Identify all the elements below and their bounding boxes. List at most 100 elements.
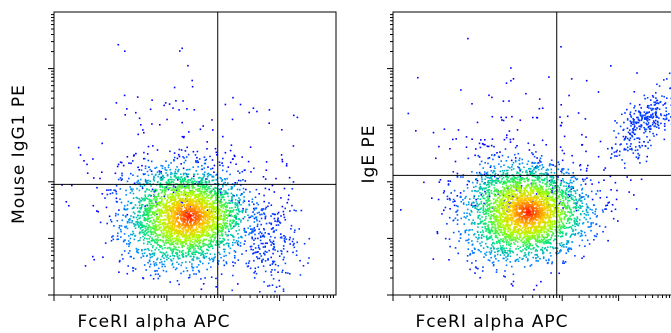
event-dot	[136, 222, 139, 225]
event-dot	[262, 235, 265, 237]
event-dot	[142, 204, 144, 206]
event-dot	[583, 198, 586, 200]
event-dot	[623, 148, 625, 151]
event-dot	[166, 202, 168, 204]
event-dot	[268, 284, 271, 287]
event-dot	[473, 194, 476, 197]
event-dot	[178, 155, 181, 158]
event-dot	[205, 186, 208, 188]
event-dot	[239, 210, 241, 213]
event-dot	[222, 193, 224, 196]
event-dot	[546, 195, 549, 197]
event-dot	[190, 215, 193, 217]
event-dot	[146, 232, 148, 234]
event-dot	[219, 253, 221, 255]
event-dot	[189, 199, 191, 201]
event-dot	[562, 167, 564, 170]
event-dot	[283, 240, 286, 242]
event-dot	[195, 224, 198, 226]
event-dot	[205, 228, 208, 230]
event-dot	[272, 261, 275, 264]
event-dot	[213, 234, 216, 236]
event-dot	[146, 170, 149, 173]
event-dot	[294, 229, 296, 231]
event-dot	[219, 200, 221, 202]
event-dot	[631, 134, 633, 137]
event-dot	[217, 188, 220, 191]
event-dot	[569, 236, 572, 238]
event-dot	[182, 100, 184, 102]
event-dot	[192, 255, 195, 258]
event-dot	[212, 203, 214, 206]
event-dot	[218, 260, 220, 262]
event-dot	[188, 246, 190, 249]
event-dot	[192, 182, 195, 184]
event-dot	[204, 244, 207, 246]
event-dot	[226, 177, 228, 180]
event-dot	[154, 188, 157, 191]
event-dot	[183, 245, 185, 247]
event-dot	[122, 214, 124, 216]
event-dot	[140, 169, 143, 171]
event-dot	[636, 72, 638, 74]
event-dot	[159, 204, 162, 207]
event-dot	[188, 250, 190, 252]
event-dot	[191, 181, 194, 183]
event-dot	[201, 199, 203, 201]
event-dot	[190, 247, 192, 250]
event-dot	[663, 138, 666, 141]
event-dot	[180, 193, 182, 196]
event-dot	[264, 232, 266, 234]
event-dot	[230, 198, 233, 200]
event-dot	[268, 109, 271, 111]
event-dot	[197, 247, 200, 250]
event-dot	[654, 101, 657, 103]
event-dot	[174, 230, 176, 232]
event-dot	[178, 232, 180, 234]
event-dot	[664, 103, 666, 105]
event-dot	[249, 245, 252, 248]
event-dot	[237, 199, 239, 202]
event-dot	[161, 265, 163, 268]
event-dot	[217, 190, 220, 193]
event-dot	[161, 167, 164, 170]
event-dot	[626, 108, 628, 111]
event-dot	[187, 224, 189, 226]
event-dot	[514, 146, 517, 149]
event-dot	[177, 190, 180, 193]
event-dot	[476, 240, 479, 243]
event-dot	[161, 247, 164, 250]
event-dot	[254, 237, 257, 240]
event-dot	[126, 213, 129, 216]
event-dot	[260, 223, 262, 226]
event-dot	[192, 266, 195, 269]
event-dot	[495, 258, 497, 260]
event-dot	[203, 255, 205, 257]
event-dot	[568, 195, 571, 198]
event-dot	[227, 166, 230, 168]
event-dot	[202, 219, 205, 222]
event-dot	[173, 226, 176, 229]
event-dot	[234, 214, 237, 216]
event-dot	[649, 139, 651, 142]
event-dot	[149, 200, 151, 203]
event-dot	[172, 254, 174, 257]
event-dot	[484, 143, 486, 146]
event-dot	[172, 266, 175, 268]
event-dot	[151, 207, 154, 209]
event-dot	[147, 182, 149, 184]
event-dot	[164, 169, 167, 171]
event-dot	[181, 246, 183, 249]
event-dot	[533, 144, 535, 146]
event-dot	[176, 194, 178, 197]
event-dot	[92, 158, 94, 160]
event-dot	[554, 165, 556, 168]
event-dot	[574, 233, 577, 235]
event-dot	[209, 243, 212, 245]
event-dot	[153, 178, 155, 181]
event-dot	[223, 251, 226, 253]
event-dot	[198, 158, 201, 160]
event-dot	[165, 241, 167, 243]
event-dot	[216, 206, 218, 209]
event-dot	[122, 240, 125, 243]
